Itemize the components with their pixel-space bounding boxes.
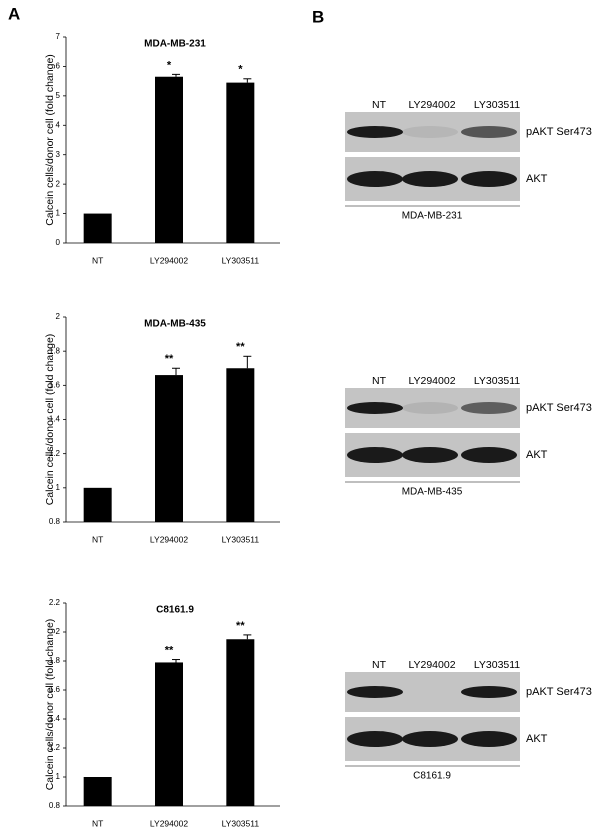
blot-band [402, 447, 458, 463]
blot-band [347, 402, 403, 414]
blot-band [402, 126, 458, 138]
bar [83, 777, 112, 806]
blot-band [461, 171, 517, 187]
blot-band [461, 402, 517, 414]
lane-label: NT [372, 375, 387, 387]
y-tick-label: 1.8 [49, 656, 61, 665]
x-tick-label: LY303511 [222, 255, 260, 265]
y-tick-label: 0 [56, 238, 61, 247]
row-label: AKT [526, 173, 548, 185]
y-tick-label: 2 [56, 179, 61, 188]
row-label: pAKT Ser473 [526, 402, 592, 414]
y-tick-label: 2 [56, 312, 61, 321]
chart-title: MDA-MB-231 [144, 39, 206, 50]
significance: ** [236, 341, 245, 353]
cell-line-label: MDA-MB-435 [402, 487, 463, 498]
y-tick-label: 1.4 [49, 714, 61, 723]
x-tick-label: LY294002 [150, 818, 188, 828]
significance: ** [165, 353, 174, 365]
blot-band [402, 402, 458, 414]
y-tick-label: 3 [56, 150, 61, 159]
y-axis-label: Calcein cells/donor cell (fold change) [44, 619, 56, 791]
blot-band [347, 447, 403, 463]
chart-title: MDA-MB-435 [144, 319, 206, 330]
x-tick-label: LY303511 [222, 534, 260, 544]
lane-label: LY294002 [408, 99, 455, 111]
bar [155, 76, 183, 243]
x-tick-label: NT [92, 534, 103, 544]
blot-band [461, 126, 517, 138]
y-tick-label: 7 [56, 32, 61, 41]
blot-band [461, 686, 517, 698]
y-tick-label: 4 [56, 120, 61, 129]
blot-band [347, 731, 403, 747]
x-tick-label: LY294002 [150, 534, 188, 544]
blot-band [461, 447, 517, 463]
blot-band [347, 126, 403, 138]
bar [226, 368, 255, 522]
lane-label: LY303511 [474, 659, 520, 671]
row-label: AKT [526, 733, 548, 745]
bar [83, 213, 112, 243]
x-tick-label: NT [92, 818, 103, 828]
blot-band [347, 686, 403, 698]
y-axis-label: Calcein cells/donor cell (fold change) [44, 54, 56, 226]
row-label: pAKT Ser473 [526, 126, 592, 138]
x-tick-label: NT [92, 255, 103, 265]
blot-band [402, 731, 458, 747]
bar [155, 662, 183, 806]
bar [226, 82, 255, 243]
chart-title: C8161.9 [156, 605, 194, 616]
y-tick-label: 1 [56, 209, 61, 218]
y-tick-label: 1.8 [49, 346, 61, 355]
y-tick-label: 1 [56, 772, 61, 781]
y-tick-label: 1 [56, 483, 61, 492]
row-label: pAKT Ser473 [526, 686, 592, 698]
lane-label: LY294002 [408, 659, 455, 671]
bar [155, 375, 183, 522]
significance: * [238, 64, 243, 76]
y-tick-label: 2.2 [49, 598, 61, 607]
row-label: AKT [526, 449, 548, 461]
y-tick-label: 1.4 [49, 415, 61, 424]
y-tick-label: 0.8 [49, 801, 61, 810]
lane-label: LY294002 [408, 375, 455, 387]
bar [226, 639, 255, 806]
y-axis-label: Calcein cells/donor cell (fold change) [44, 334, 56, 506]
cell-line-label: MDA-MB-231 [402, 211, 463, 222]
lane-label: LY303511 [474, 99, 520, 111]
lane-label: NT [372, 99, 387, 111]
y-tick-label: 6 [56, 62, 61, 71]
y-tick-label: 1.6 [49, 380, 61, 389]
x-tick-label: LY294002 [150, 255, 188, 265]
y-tick-label: 1.6 [49, 685, 61, 694]
y-tick-label: 1.2 [49, 743, 61, 752]
significance: * [167, 59, 172, 71]
y-tick-label: 5 [56, 91, 61, 100]
x-tick-label: LY303511 [222, 818, 260, 828]
bar [83, 487, 112, 522]
lane-label: NT [372, 659, 387, 671]
blot-band [402, 171, 458, 187]
lane-label: LY303511 [474, 375, 520, 387]
significance: ** [236, 620, 245, 632]
y-tick-label: 0.8 [49, 517, 61, 526]
y-tick-label: 2 [56, 627, 61, 636]
cell-line-label: C8161.9 [413, 771, 451, 782]
significance: ** [165, 644, 174, 656]
panel-label: A [8, 4, 20, 23]
y-tick-label: 1.2 [49, 449, 61, 458]
blot-band [347, 171, 403, 187]
panel-label: B [312, 7, 324, 26]
blot-band [461, 731, 517, 747]
